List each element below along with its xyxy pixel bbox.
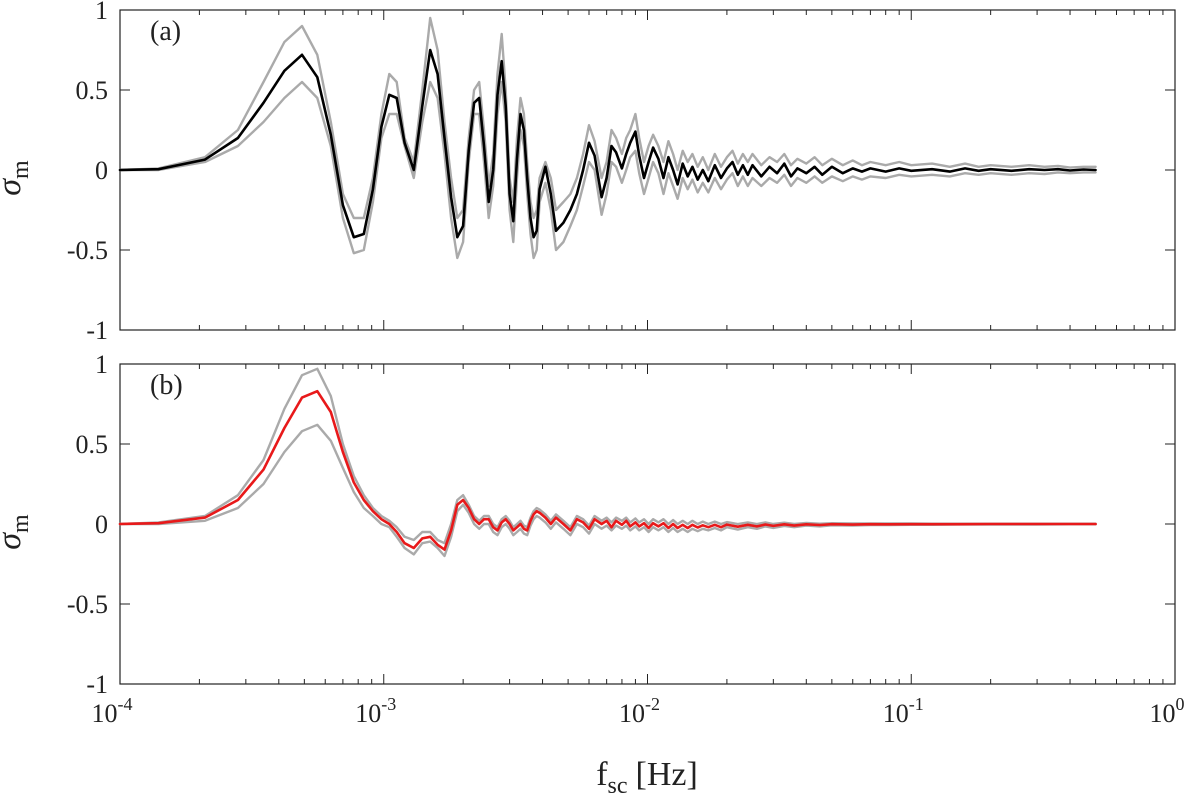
panel-b-xtick-label: 10-1 bbox=[883, 694, 924, 728]
panel-b-ylabel: σm bbox=[0, 514, 34, 550]
panel-a: -1 -0.5 0 0.5 1 (a) σm bbox=[0, 0, 1176, 345]
panel-a-series-lower-bound bbox=[118, 80, 1097, 260]
panel-b-xtick-label: 10-3 bbox=[355, 694, 396, 728]
panel-b-ylabel-main: σ bbox=[0, 532, 28, 550]
panel-a-ylabel: σm bbox=[0, 160, 34, 196]
panel-a-ytick-label: -0.5 bbox=[67, 236, 108, 265]
panel-b: -1 -0.5 0 0.5 1 10-4 10-3 10-2 10-1 100 (b) σm f… bbox=[0, 350, 1185, 799]
panel-b-ytick-label: -1 bbox=[86, 670, 108, 699]
panel-b-ylabel-sub: m bbox=[8, 514, 34, 533]
panel-b-series bbox=[118, 367, 1097, 558]
panel-a-ytick-label: 0 bbox=[95, 156, 108, 185]
panel-b-ytick-labels: -1 -0.5 0 0.5 1 bbox=[67, 350, 108, 699]
svg-text:σm: σm bbox=[0, 514, 34, 550]
panel-b-xtick-label: 10-2 bbox=[619, 694, 660, 728]
panel-b-xtick-label: 10-4 bbox=[92, 694, 133, 728]
panel-b-label: (b) bbox=[150, 370, 183, 401]
panel-b-ytick-label: -0.5 bbox=[67, 590, 108, 619]
panel-a-series-mean bbox=[118, 48, 1097, 239]
panel-b-xlabel: fsc [Hz] bbox=[596, 756, 698, 799]
panel-b-series-lower-bound bbox=[118, 423, 1097, 558]
panel-b-xlabel-main: f bbox=[596, 756, 608, 793]
panel-b-ytick-label: 0 bbox=[95, 510, 108, 539]
panel-a-series-upper-bound bbox=[118, 16, 1097, 220]
panel-a-series bbox=[118, 16, 1097, 260]
panel-a-ylabel-main: σ bbox=[0, 178, 28, 196]
panel-b-xtick-label: 100 bbox=[1150, 694, 1185, 728]
panel-a-label: (a) bbox=[150, 16, 181, 47]
panel-a-ytick-labels: -1 -0.5 0 0.5 1 bbox=[67, 0, 108, 345]
panel-b-series-mean bbox=[118, 389, 1097, 551]
panel-a-ylabel-sub: m bbox=[8, 160, 34, 179]
panel-a-minor-ticks bbox=[198, 10, 1164, 330]
panel-b-xlabel-unit: [Hz] bbox=[636, 756, 698, 793]
panel-a-major-ticks bbox=[119, 9, 1176, 331]
panel-b-ytick-label: 1 bbox=[95, 350, 108, 379]
panel-a-ytick-label: 1 bbox=[95, 0, 108, 25]
panel-b-xtick-labels: 10-4 10-3 10-2 10-1 100 bbox=[92, 694, 1185, 728]
panel-b-minor-ticks bbox=[198, 364, 1164, 684]
svg-text:σm: σm bbox=[0, 160, 34, 196]
panel-a-ytick-label: -1 bbox=[86, 316, 108, 345]
panel-b-series-upper-bound bbox=[118, 367, 1097, 545]
panel-b-xlabel-sub: sc bbox=[608, 773, 628, 799]
panel-b-ytick-label: 0.5 bbox=[76, 430, 109, 459]
panel-a-ytick-label: 0.5 bbox=[76, 76, 109, 105]
